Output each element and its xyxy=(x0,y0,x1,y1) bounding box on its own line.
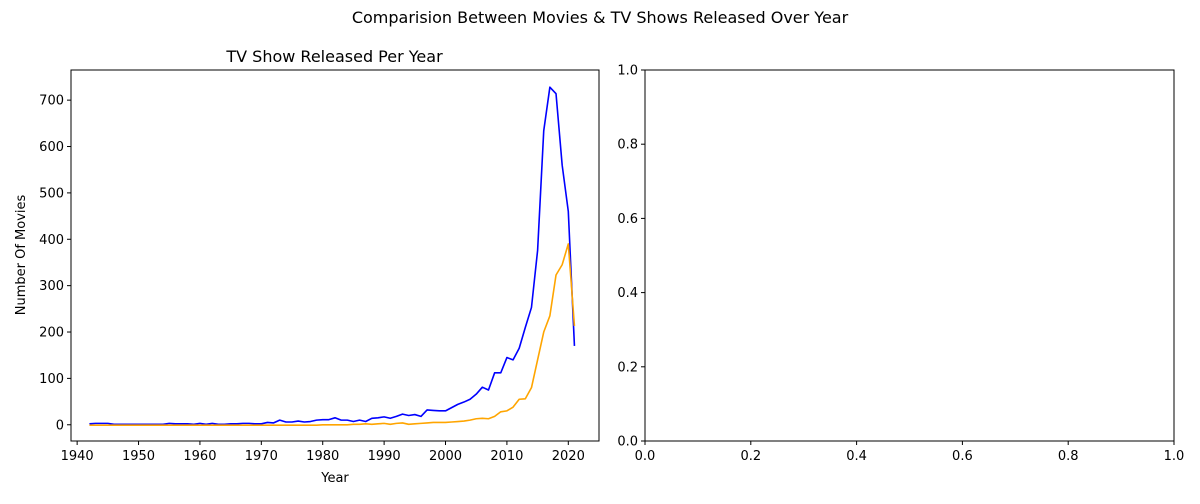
chart-right-y-tick-label: 0.0 xyxy=(617,435,638,450)
chart-left-x-tick-label: 2010 xyxy=(490,449,523,464)
chart-right-x-tick-label: 0.4 xyxy=(846,449,867,464)
chart-right-x-tick-label: 1.0 xyxy=(1164,449,1185,464)
chart-right-y-tick-label: 1.0 xyxy=(617,64,638,79)
chart-left-x-tick-label: 2020 xyxy=(552,449,585,464)
chart-left-series-line-0 xyxy=(89,86,576,426)
chart-left-y-tick-label: 300 xyxy=(39,279,64,294)
chart-right-y-ticks: 0.0 0.2 0.4 0.6 0.8 1.0 xyxy=(617,64,645,450)
chart-left-y-tick-label: 600 xyxy=(39,140,64,155)
chart-left-x-tick-label: 1950 xyxy=(122,449,155,464)
chart-left-x-ticks: 1940 1950 1960 1970 1980 1990 2000 2010 2020 xyxy=(61,441,585,464)
chart-left-x-tick-label: 1980 xyxy=(306,449,339,464)
chart-right-x-tick-label: 0.2 xyxy=(740,449,761,464)
chart-right-y-tick-label: 0.4 xyxy=(617,286,638,301)
chart-left-x-tick-label: 1940 xyxy=(61,449,94,464)
chart-left-title: TV Show Released Per Year xyxy=(225,47,443,66)
chart-left-series-line-1 xyxy=(89,243,576,427)
chart-right-y-tick-label: 0.2 xyxy=(617,360,638,375)
chart-left-y-tick-label: 100 xyxy=(39,372,64,387)
chart-right-x-ticks: 0.0 0.2 0.4 0.6 0.8 1.0 xyxy=(635,441,1185,464)
chart-left-x-tick-label: 1960 xyxy=(183,449,216,464)
chart-right-plot-frame xyxy=(644,69,1175,442)
chart-left-y-tick-label: 500 xyxy=(39,186,64,201)
chart-right-x-tick-label: 0.0 xyxy=(635,449,656,464)
chart-right-y-tick-label: 0.8 xyxy=(617,138,638,153)
chart-left-y-axis-label: Number Of Movies xyxy=(14,195,29,316)
chart-left-series-group xyxy=(89,86,576,427)
chart-left-x-tick-label: 2000 xyxy=(429,449,462,464)
chart-left-tv-shows: TV Show Released Per Year 1940 1950 1960 19… xyxy=(14,47,600,486)
chart-left-x-tick-label: 1990 xyxy=(368,449,401,464)
figure-suptitle: Comparision Between Movies & TV Shows Re… xyxy=(352,8,849,27)
chart-left-plot-frame xyxy=(70,69,600,442)
chart-right-x-tick-label: 0.6 xyxy=(952,449,973,464)
chart-right-y-tick-label: 0.6 xyxy=(617,212,638,227)
chart-left-y-tick-label: 200 xyxy=(39,326,64,341)
chart-left-y-ticks: 0 100 200 300 400 500 600 700 xyxy=(39,94,71,433)
chart-right-empty: 0.0 0.2 0.4 0.6 0.8 1.0 0.0 0.2 0.4 0.6 0.8 1.0 xyxy=(617,64,1184,465)
chart-left-y-tick-label: 700 xyxy=(39,94,64,109)
chart-left-y-tick-label: 400 xyxy=(39,233,64,248)
chart-right-x-tick-label: 0.8 xyxy=(1058,449,1079,464)
chart-left-y-tick-label: 0 xyxy=(56,418,64,433)
chart-left-x-axis-label: Year xyxy=(320,471,349,486)
chart-left-x-tick-label: 1970 xyxy=(245,449,278,464)
